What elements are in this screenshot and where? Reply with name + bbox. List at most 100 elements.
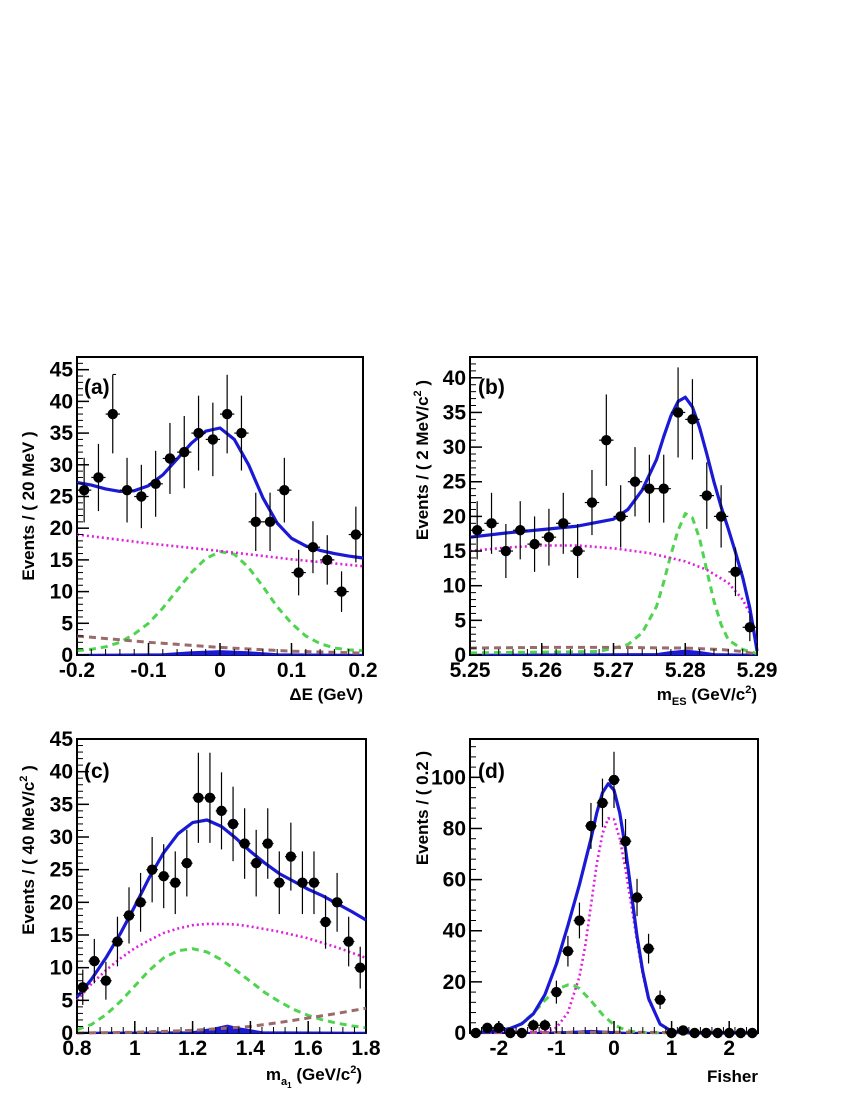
combinatorial-background-curve bbox=[469, 544, 759, 651]
data-point bbox=[100, 961, 112, 1000]
data-point bbox=[181, 829, 193, 897]
signal-curve bbox=[76, 947, 367, 1032]
data-marker bbox=[629, 476, 641, 487]
data-point bbox=[320, 535, 335, 585]
data-marker bbox=[136, 491, 147, 502]
data-marker bbox=[615, 511, 626, 522]
data-point bbox=[527, 1019, 540, 1032]
data-point bbox=[220, 374, 235, 454]
signal-curve bbox=[469, 512, 758, 656]
data-point bbox=[111, 916, 124, 967]
data-marker bbox=[515, 525, 526, 536]
x-axis-title-end: ) bbox=[751, 685, 757, 704]
data-point bbox=[599, 394, 614, 486]
y-tick-label: 5 bbox=[61, 612, 73, 635]
data-marker bbox=[712, 1027, 723, 1039]
y-tick-label: 0 bbox=[61, 1022, 73, 1045]
data-marker bbox=[516, 1027, 528, 1039]
y-tick-label: 25 bbox=[443, 471, 467, 494]
plot-marks bbox=[75, 752, 367, 1035]
data-marker bbox=[179, 446, 190, 458]
data-point bbox=[250, 829, 262, 897]
data-marker bbox=[529, 538, 540, 550]
data-marker bbox=[586, 497, 598, 508]
data-point bbox=[498, 524, 514, 579]
data-marker bbox=[262, 838, 273, 849]
axis-ticks: -0.2 -0.1 0 0.1 0.2 0 5 10 15 20 25 30 35 40 45 bbox=[50, 356, 378, 682]
data-point bbox=[711, 1027, 724, 1039]
x-tick-label: 1 bbox=[666, 1037, 678, 1060]
data-marker bbox=[654, 994, 666, 1005]
data-point bbox=[91, 443, 106, 512]
data-point bbox=[631, 878, 643, 917]
data-point bbox=[261, 808, 274, 879]
top-mark: - bbox=[112, 365, 117, 381]
data-marker bbox=[193, 792, 204, 803]
x-tick-label: 1.8 bbox=[351, 1037, 381, 1060]
data-marker bbox=[677, 1025, 689, 1036]
x-tick-label: 5.26 bbox=[521, 659, 562, 682]
data-marker bbox=[279, 484, 290, 496]
combinatorial-background-curve bbox=[469, 817, 759, 1035]
data-point bbox=[734, 1027, 747, 1039]
x-axis-title-sub: a bbox=[281, 1076, 288, 1088]
data-marker bbox=[505, 1027, 516, 1039]
data-marker bbox=[658, 483, 669, 494]
data-point bbox=[481, 1022, 494, 1034]
data-marker bbox=[500, 545, 512, 557]
data-point bbox=[742, 613, 757, 642]
y-axis-title: Events / ( 40 MeV/c2 ) bbox=[18, 765, 38, 935]
y-tick-label: 60 bbox=[443, 869, 466, 892]
data-point bbox=[134, 872, 147, 932]
axis-ticks: 5.25 5.26 5.27 5.28 5.29 0 5 10 15 20 25 30 35 40 bbox=[443, 356, 778, 682]
data-point bbox=[746, 1027, 758, 1039]
y-axis-title-sup: 2 bbox=[18, 776, 30, 782]
data-point bbox=[308, 851, 320, 915]
plot-marks bbox=[76, 374, 364, 656]
data-point bbox=[713, 485, 729, 548]
data-marker bbox=[239, 838, 250, 849]
x-tick-label: -0.1 bbox=[130, 659, 167, 682]
data-point bbox=[123, 887, 135, 944]
data-marker bbox=[558, 518, 569, 529]
data-point bbox=[305, 521, 321, 574]
y-axis-title-end: ) bbox=[19, 765, 38, 775]
data-marker bbox=[336, 586, 347, 597]
data-point bbox=[146, 837, 158, 903]
x-axis-title-sup: 2 bbox=[350, 1064, 356, 1076]
y-tick-label: 10 bbox=[443, 575, 466, 598]
x-axis-title-rest: (GeV/c bbox=[292, 1065, 351, 1084]
data-point bbox=[654, 990, 666, 1009]
data-marker bbox=[672, 407, 684, 418]
data-point bbox=[556, 492, 571, 554]
data-marker bbox=[227, 818, 239, 830]
data-marker bbox=[643, 943, 654, 954]
data-point bbox=[348, 506, 363, 563]
data-point bbox=[285, 822, 297, 891]
y-axis-title-main: Events / ( 2 MeV/c bbox=[413, 396, 432, 540]
y-tick-label: 15 bbox=[50, 924, 74, 947]
data-marker bbox=[216, 805, 227, 817]
data-point bbox=[685, 379, 700, 460]
data-point bbox=[584, 469, 600, 536]
data-point bbox=[504, 1027, 517, 1039]
data-marker bbox=[236, 427, 247, 439]
y-tick-label: 15 bbox=[50, 549, 74, 572]
x-axis-title: ΔE (GeV) bbox=[289, 685, 363, 704]
data-marker bbox=[551, 986, 562, 998]
data-point bbox=[277, 457, 292, 523]
data-marker bbox=[471, 525, 483, 536]
x-tick-label: 0.2 bbox=[348, 659, 377, 682]
data-point bbox=[191, 395, 206, 471]
data-point bbox=[273, 851, 286, 915]
data-marker bbox=[135, 897, 146, 908]
data-point bbox=[627, 447, 643, 517]
panel-label: (a) bbox=[84, 376, 110, 399]
x-tick-label: 1.4 bbox=[236, 1037, 266, 1060]
data-marker bbox=[100, 975, 112, 986]
x-tick-label: 5.29 bbox=[737, 659, 778, 682]
y-axis-title-sup: 2 bbox=[412, 390, 424, 396]
data-point bbox=[642, 454, 657, 523]
x-tick-label: 5.28 bbox=[665, 659, 706, 682]
